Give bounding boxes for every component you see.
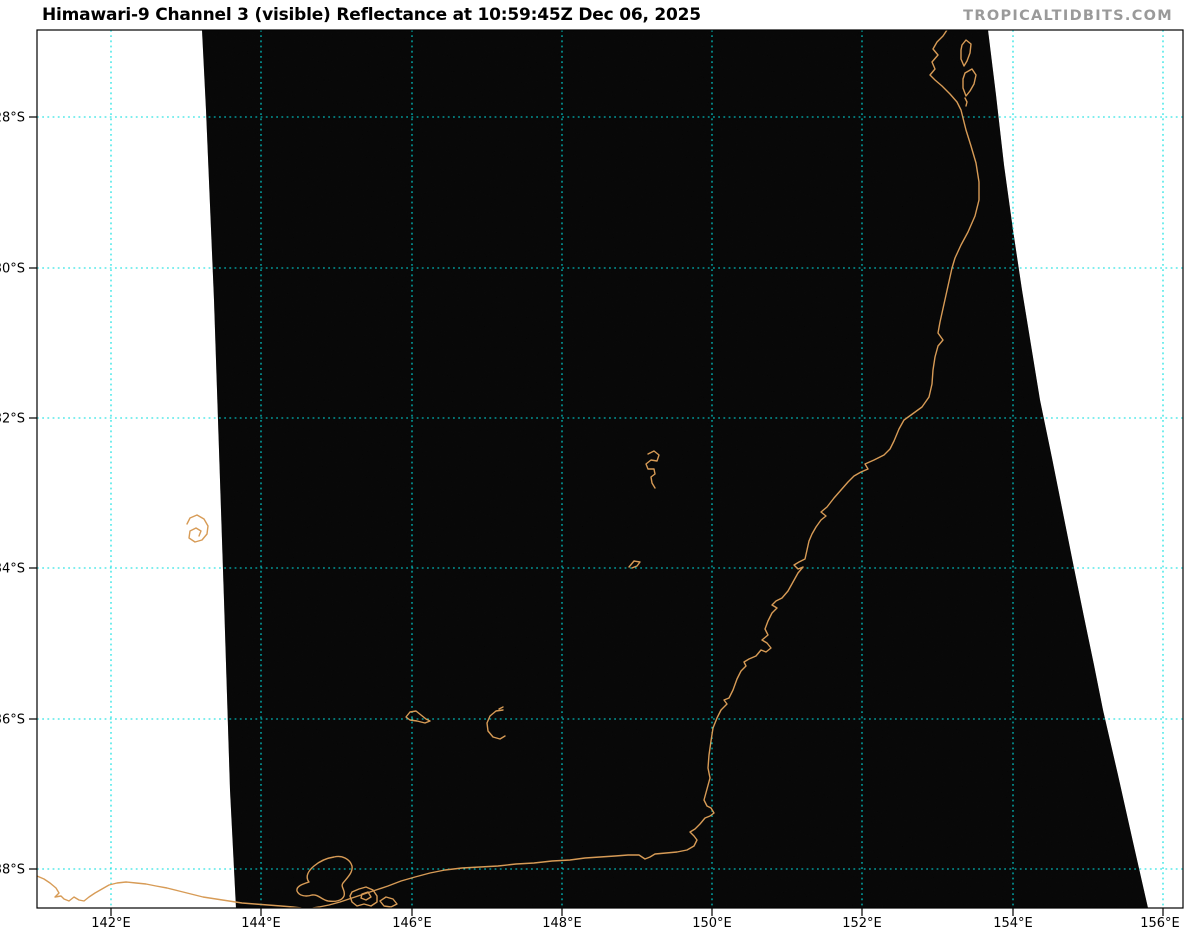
coastline-port-phillip-bay [296,855,353,903]
lon-label-146e: 146°E [392,916,432,929]
lat-label-34s: 34°S [0,562,25,577]
lake-outline-36s-crescent [486,706,506,740]
tropicaltidbits-logo: TROPICALTIDBITS.COM [963,8,1173,24]
coastline-french-island [360,891,372,901]
lon-label-144e: 144°E [241,916,281,929]
lat-label-30s: 30°S [0,262,25,277]
lake-outline-small-34s [628,560,641,569]
lake-outline-inland-nsw [645,450,660,489]
lat-label-32s: 32°S [0,412,25,427]
coastline-layer [37,30,980,908]
page-title: Himawari-9 Channel 3 (visible) Reflectan… [42,5,701,25]
imagery-layer [202,30,1148,908]
lat-label-36s: 36°S [0,713,25,728]
lat-label-38s: 38°S [0,863,25,878]
plot-border [36,29,1184,909]
lon-axis-labels: 142°E 144°E 146°E 148°E 150°E 152°E 154°… [91,916,1180,929]
lat-axis-labels: 28°S 30°S 32°S 34°S 36°S 38°S [0,111,25,878]
lon-label-142e: 142°E [91,916,131,929]
lat-label-28s: 28°S [0,111,25,126]
lon-label-154e: 154°E [993,916,1033,929]
lon-label-150e: 150°E [692,916,732,929]
axis-ticks [29,116,1164,916]
coastline-phillip-island [379,896,398,908]
coastline-moreton-island [960,39,972,67]
lon-label-152e: 152°E [842,916,882,929]
lon-label-148e: 148°E [542,916,582,929]
lon-label-156e: 156°E [1140,916,1180,929]
coastline-stradbroke-island [962,68,977,107]
lake-outline-36s-west [405,710,431,724]
coastline-victoria-west [37,875,302,908]
coastline-western-port-bay [349,886,378,907]
coastline-east-australia [312,30,980,908]
lake-outline-menindee [186,514,209,543]
graticule [37,30,1183,908]
swath-noise-texture [202,30,1148,908]
